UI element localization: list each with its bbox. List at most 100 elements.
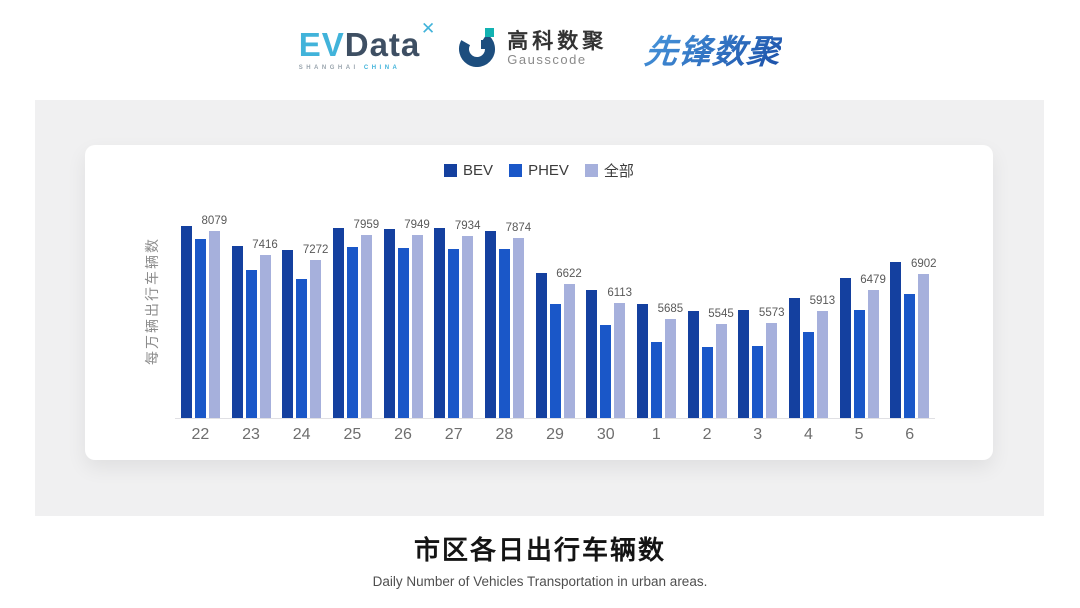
evdata-subtext: SHANGHAI CHINA [298,64,401,71]
bar-phev-day-4 [802,332,814,418]
data-label-day-5: 6479 [860,273,886,286]
bar-series-container: 8079 7416 7272 7959 7949 7934 7874 6622 6113 5685… [175,214,937,418]
caption-block: 市区各日出行车辆数 Daily Number of Vehicles Trans… [0,530,1080,589]
x-tick-day-23: 23 [242,426,260,443]
x-tick-day-25: 25 [343,426,362,443]
bar-phev-day-27 [448,248,460,418]
x-tick-day-30: 30 [596,426,615,443]
data-label-day-4: 5913 [809,294,836,307]
x-tick-day-24: 24 [292,426,311,443]
gausscode-logo: 高科数聚 Gausscode [458,27,607,72]
sparkle-icon: ✕ [421,18,437,38]
chart-panel: BEV PHEV 全部 每万辆出行车辆数 8079 7416 7272 7959 7949 7… [35,100,1044,516]
x-tick-day-28: 28 [495,426,514,443]
bar-group-day-26: 7949 [378,215,430,418]
bar-phev-day-24 [296,278,308,418]
gausscode-g-icon [458,27,498,72]
bar-all-day-28 [512,238,524,418]
bar-group-day-6: 6902 [884,215,937,418]
bar-group-day-5: 6479 [834,215,886,418]
bar-bev-day-27 [434,228,446,418]
x-tick-day-22: 22 [191,426,210,443]
bar-phev-day-2 [701,347,713,418]
bar-bev-day-24 [282,250,294,418]
bar-bev-day-29 [535,272,547,418]
bar-bev-day-4 [788,297,800,418]
bar-phev-day-30 [600,324,612,418]
gausscode-wordmark: 高科数聚 Gausscode [507,30,607,67]
bar-phev-day-5 [853,309,865,418]
chart-card: BEV PHEV 全部 每万辆出行车辆数 8079 7416 7272 7959 7949 7… [85,145,993,460]
bar-all-day-30 [614,303,626,418]
x-tick-day-29: 29 [546,426,564,443]
bar-group-day-25: 7959 [327,215,380,418]
bar-all-day-25 [360,235,372,418]
bar-phev-day-1 [650,342,662,418]
legend-swatch-all [584,164,598,177]
data-label-day-23: 7416 [252,239,278,251]
bar-all-day-5 [867,289,879,418]
chart-title: 市区各日出行车辆数 [413,535,666,565]
evdata-wordmark: EVData ✕ [299,20,436,61]
legend-item-all[interactable]: 全部 [584,160,634,181]
x-tick-day-4: 4 [803,426,813,443]
data-label-day-6: 6902 [910,258,937,270]
x-tick-day-1: 1 [651,426,661,443]
xianfeng-logo: 先锋数聚 [643,25,784,73]
bar-phev-day-29 [549,303,561,418]
legend-label-bev: BEV [463,162,494,179]
bar-bev-day-30 [586,290,598,418]
bar-phev-day-28 [498,249,510,418]
bar-bev-day-23 [231,246,243,418]
data-label-day-2: 5545 [708,308,734,321]
legend-item-phev[interactable]: PHEV [509,162,569,179]
data-label-day-24: 7272 [302,244,329,257]
bar-group-day-29: 6622 [530,215,582,418]
bar-group-day-3: 5573 [732,215,785,418]
data-label-day-3: 5573 [758,307,785,319]
bar-bev-day-25 [332,227,344,418]
bar-phev-day-6 [904,293,916,418]
y-axis-label: 每万辆出行车辆数 [144,237,160,365]
bar-all-day-4 [816,310,828,418]
x-axis-tick-labels: 22 23 24 25 26 27 28 29 30 1 2 3 4 5 6 [175,426,935,444]
bar-group-day-23: 7416 [226,215,278,418]
bar-phev-day-26 [397,247,409,418]
bar-all-day-23 [259,255,271,418]
bar-bev-day-2 [687,311,699,418]
bar-all-day-6 [918,274,930,418]
bar-bev-day-1 [636,304,648,418]
data-label-day-27: 7934 [454,219,481,232]
data-label-day-1: 5685 [657,302,684,315]
bar-group-day-30: 6113 [580,215,633,418]
bar-group-day-2: 5545 [682,215,734,418]
legend-swatch-phev [509,164,523,177]
bar-phev-day-25 [346,246,358,418]
data-label-day-22: 8079 [201,214,228,227]
bar-all-day-26 [411,235,423,418]
plot-area: 8079 7416 7272 7959 7949 7934 7874 6622 6113 5685… [175,214,937,418]
data-label-day-25: 7959 [353,219,380,231]
chart-subtitle: Daily Number of Vehicles Transportation … [372,574,708,589]
gausscode-en-text: Gausscode [507,52,587,68]
legend-swatch-bev [444,164,458,177]
bar-group-day-1: 5685 [631,215,684,418]
legend-label-all: 全部 [603,163,634,180]
bar-bev-day-28 [484,230,496,418]
bar-all-day-2 [715,324,727,418]
bar-group-day-27: 7934 [428,215,481,418]
legend-item-bev[interactable]: BEV [444,162,493,179]
bar-bev-day-22 [180,225,192,418]
header-logos: EVData ✕ SHANGHAI CHINA 高科数聚 Gausscode 先… [0,16,1080,82]
data-label-day-30: 6113 [607,287,633,300]
x-tick-day-27: 27 [444,426,463,443]
bar-bev-day-26 [383,228,395,418]
bar-group-day-24: 7272 [276,215,329,418]
bar-all-day-22 [208,230,220,418]
bar-bev-day-3 [738,309,750,418]
gausscode-cn-text: 高科数聚 [507,30,608,54]
data-label-day-26: 7949 [404,219,430,232]
legend-label-phev: PHEV [528,162,569,179]
x-tick-day-5: 5 [854,426,864,443]
data-label-day-29: 6622 [556,268,582,281]
